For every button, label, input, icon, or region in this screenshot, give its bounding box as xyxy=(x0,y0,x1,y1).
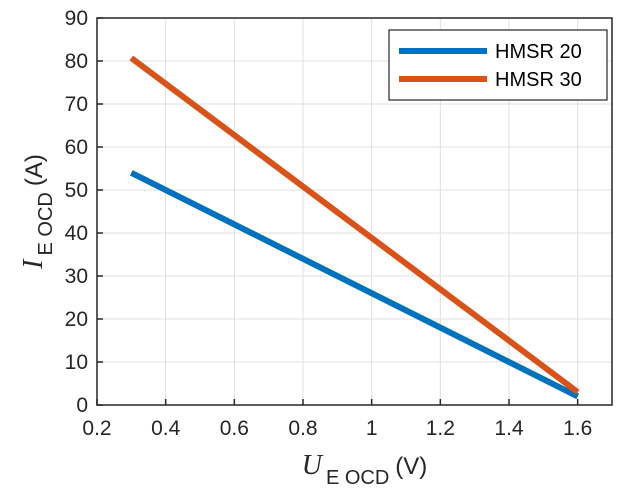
plot-frame xyxy=(96,17,613,406)
x-axis-unit: (V) xyxy=(395,453,427,480)
x-tick-label: 1.6 xyxy=(563,417,592,440)
x-tick-label: 0.6 xyxy=(220,417,249,440)
y-tick-label: 0 xyxy=(76,394,88,417)
x-tick-label: 1.2 xyxy=(426,417,455,440)
x-tick-label: 1 xyxy=(366,417,378,440)
y-tick-label: 40 xyxy=(65,222,88,245)
series-line-1 xyxy=(129,170,580,400)
series-layer xyxy=(129,55,580,400)
legend-label: HMSR 20 xyxy=(495,41,582,63)
y-tick-label: 80 xyxy=(65,50,88,73)
y-axis-label: I E OCD (A) xyxy=(18,154,57,270)
y-tick-label: 50 xyxy=(65,179,88,202)
legend: HMSR 20 HMSR 30 xyxy=(388,29,608,101)
y-tick-label: 30 xyxy=(65,265,88,288)
legend-label: HMSR 30 xyxy=(495,69,582,91)
series-line-2 xyxy=(129,55,580,395)
x-tick-label: 0.2 xyxy=(82,417,111,440)
x-axis-symbol: U xyxy=(302,450,324,481)
x-tick-label: 0.8 xyxy=(288,417,317,440)
x-axis-subscript: E OCD xyxy=(326,467,389,489)
y-axis-symbol: I xyxy=(18,258,49,270)
y-tick-label: 60 xyxy=(65,136,88,159)
tick-layer: 0.2 0.4 0.6 0.8 1 1.2 1.4 1.6 0 10 20 30 40 50 60 70 80 9… xyxy=(65,7,593,440)
y-tick-label: 20 xyxy=(65,308,88,331)
legend-box xyxy=(388,29,608,101)
y-axis-unit: (A) xyxy=(21,154,48,186)
y-tick-label: 70 xyxy=(65,93,88,116)
x-tick-label: 1.4 xyxy=(494,417,524,440)
x-tick-label: 0.4 xyxy=(151,417,181,440)
y-tick-label: 90 xyxy=(65,7,88,30)
y-tick-label: 10 xyxy=(65,351,88,374)
y-axis-subscript: E OCD xyxy=(35,192,57,255)
